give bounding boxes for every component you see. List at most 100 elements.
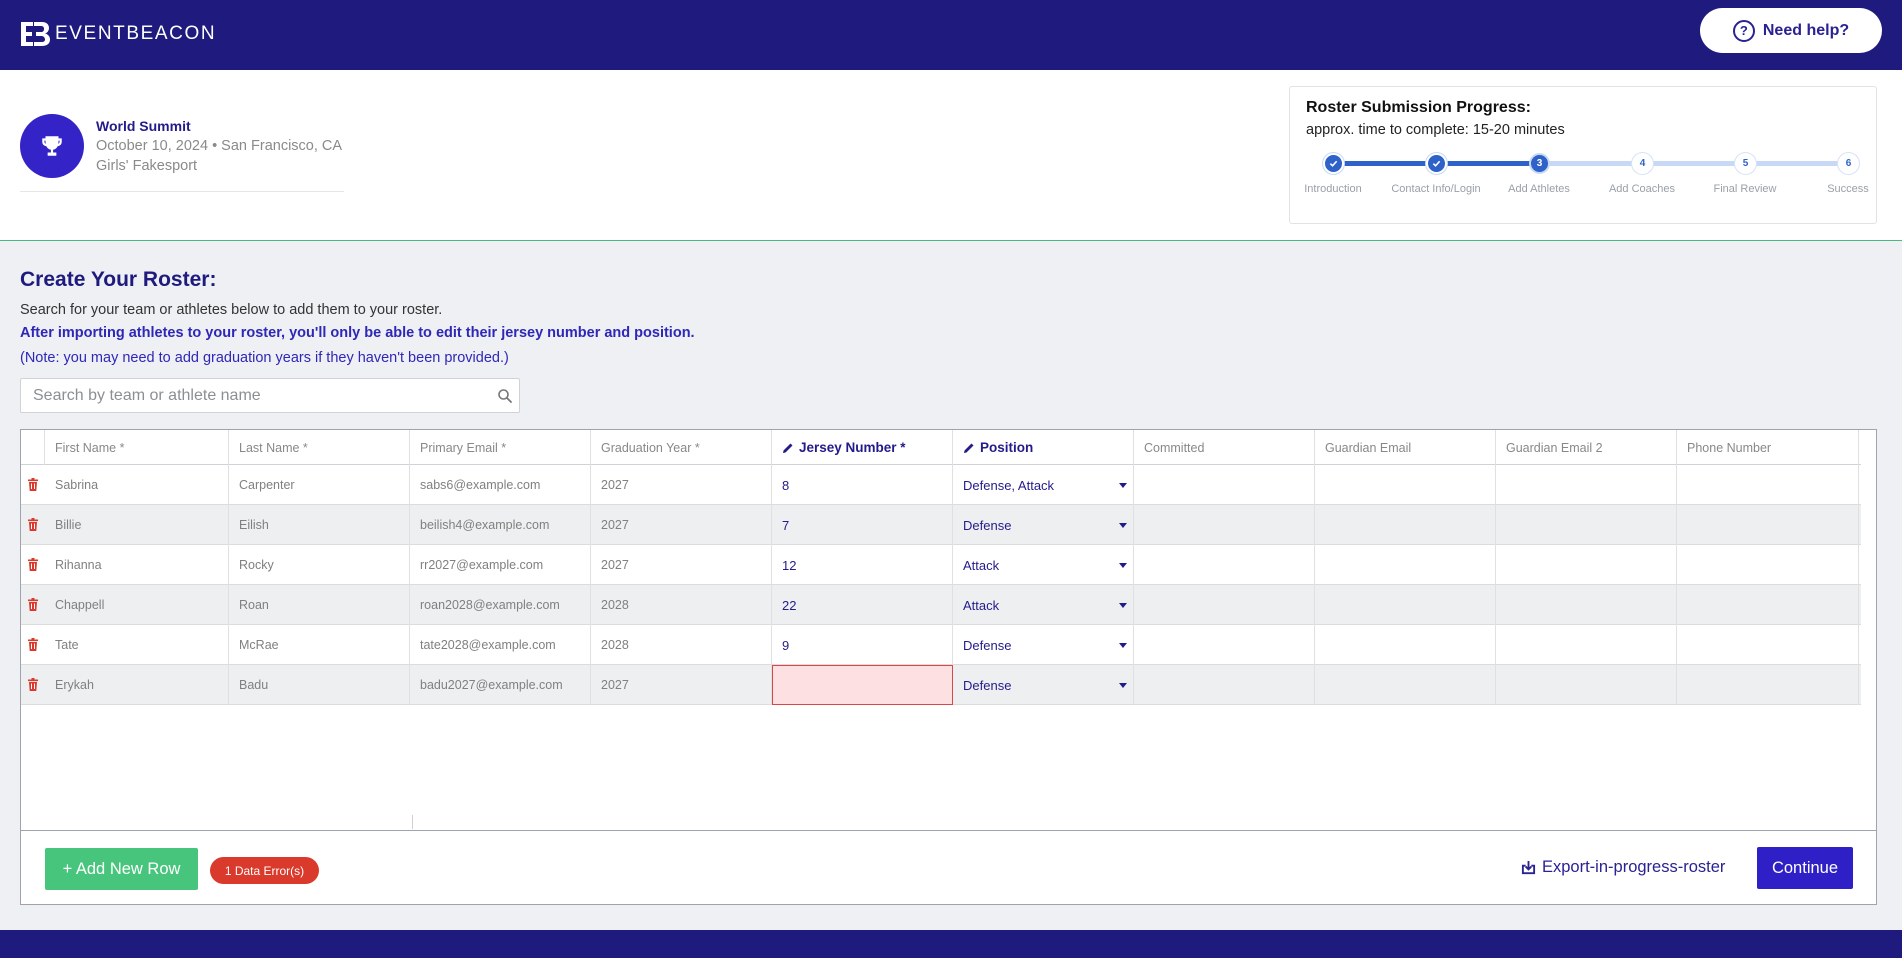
column-header-committed[interactable]: Committed	[1134, 430, 1315, 465]
cell-position[interactable]: Attack	[953, 585, 1134, 625]
cell-guardian-email-2	[1496, 465, 1677, 505]
step-number: 5	[1742, 158, 1749, 169]
column-header-graduation-year[interactable]: Graduation Year *	[591, 430, 772, 465]
need-help-label: Need help?	[1762, 21, 1850, 39]
cell-guardian-email-2	[1496, 545, 1677, 585]
trash-icon[interactable]	[28, 518, 38, 531]
trash-icon[interactable]	[28, 638, 38, 651]
column-header-guardian-email[interactable]: Guardian Email	[1315, 430, 1496, 465]
export-icon	[1521, 860, 1536, 875]
search-icon[interactable]	[497, 388, 513, 404]
chevron-down-icon[interactable]	[1119, 483, 1127, 488]
cell-guardian-email	[1315, 625, 1496, 665]
continue-button[interactable]: Continue	[1757, 847, 1853, 889]
cell-primary-email: roan2028@example.com	[410, 585, 591, 625]
top-nav-bar: EVENTBEACON ? Need help?	[0, 0, 1902, 70]
instructions-text: Search for your team or athletes below t…	[20, 302, 443, 318]
cell-last-name: Carpenter	[229, 465, 410, 505]
cell-jersey-number[interactable]: 7	[772, 505, 953, 545]
export-roster-link[interactable]: Export-in-progress-roster	[1521, 858, 1725, 877]
progress-title: Roster Submission Progress:	[1306, 99, 1531, 116]
cell-last-name: Eilish	[229, 505, 410, 545]
chevron-down-icon[interactable]	[1119, 643, 1127, 648]
cell-jersey-number[interactable]: 8	[772, 465, 953, 505]
chevron-down-icon[interactable]	[1119, 563, 1127, 568]
step-number: 3	[1536, 158, 1543, 169]
column-header-jersey-number[interactable]: Jersey Number *	[772, 430, 953, 465]
search-input[interactable]	[21, 379, 519, 412]
cell-jersey-number[interactable]: 12	[772, 545, 953, 585]
cell-primary-email: tate2028@example.com	[410, 625, 591, 665]
cell-position[interactable]: Attack	[953, 545, 1134, 585]
cell-primary-email: beilish4@example.com	[410, 505, 591, 545]
column-header-label: Guardian Email	[1325, 440, 1412, 455]
progress-step-6: 6	[1838, 153, 1859, 174]
column-header-label: Graduation Year *	[601, 440, 700, 455]
table-row: Rihanna Rocky rr2027@example.com 2027 12 Atta…	[21, 545, 1861, 585]
cell-committed	[1134, 505, 1315, 545]
progress-step-label: Final Review	[1713, 183, 1777, 195]
column-header-position[interactable]: Position	[953, 430, 1134, 465]
cell-jersey-number[interactable]: 9	[772, 625, 953, 665]
cell-first-name: Sabrina	[45, 465, 229, 505]
cell-position[interactable]: Defense	[953, 625, 1134, 665]
cell-graduation-year: 2027	[591, 465, 772, 505]
column-resize-handle[interactable]	[412, 815, 413, 829]
cell-guardian-email-2	[1496, 625, 1677, 665]
trophy-icon	[20, 114, 84, 178]
cell-primary-email: sabs6@example.com	[410, 465, 591, 505]
cell-position[interactable]: Defense	[953, 665, 1134, 705]
progress-step-1	[1323, 153, 1344, 174]
trash-icon[interactable]	[28, 678, 38, 691]
column-header-label: Jersey Number *	[799, 440, 906, 455]
column-header-phone-number[interactable]: Phone Number	[1677, 430, 1859, 465]
cell-guardian-email	[1315, 665, 1496, 705]
export-label: Export-in-progress-roster	[1542, 858, 1726, 876]
cell-position[interactable]: Defense, Attack	[953, 465, 1134, 505]
row-actions-header	[21, 430, 45, 465]
eb-logo-icon	[21, 22, 50, 46]
trash-icon[interactable]	[28, 558, 38, 571]
need-help-button[interactable]: ? Need help?	[1700, 8, 1882, 53]
cell-jersey-number[interactable]	[772, 665, 953, 705]
column-header-last-name[interactable]: Last Name *	[229, 430, 410, 465]
chevron-down-icon[interactable]	[1119, 523, 1127, 528]
grid-header-row: First Name * Last Name * Primary Email * Gr…	[21, 430, 1861, 465]
chevron-down-icon[interactable]	[1119, 603, 1127, 608]
cell-position[interactable]: Defense	[953, 505, 1134, 545]
cell-last-name: McRae	[229, 625, 410, 665]
event-title: World Summit	[96, 118, 191, 134]
progress-step-2	[1426, 153, 1447, 174]
column-header-guardian-email-2[interactable]: Guardian Email 2	[1496, 430, 1677, 465]
event-text: World Summit October 10, 2024 • San Fran…	[96, 114, 342, 178]
table-row: Sabrina Carpenter sabs6@example.com 2027 8 De…	[21, 465, 1861, 505]
column-header-first-name[interactable]: First Name *	[45, 430, 229, 465]
add-new-row-button[interactable]: + Add New Row	[45, 848, 198, 890]
roster-grid: First Name * Last Name * Primary Email * Gr…	[20, 429, 1877, 905]
column-header-label: Primary Email *	[420, 440, 507, 455]
trash-icon[interactable]	[28, 598, 38, 611]
cell-last-name: Badu	[229, 665, 410, 705]
cell-jersey-number[interactable]: 22	[772, 585, 953, 625]
cell-graduation-year: 2028	[591, 625, 772, 665]
cell-guardian-email	[1315, 505, 1496, 545]
progress-step-label: Contact Info/Login	[1391, 183, 1481, 195]
grid-divider	[21, 830, 1876, 831]
cell-guardian-email-2	[1496, 505, 1677, 545]
cell-phone-number	[1677, 465, 1859, 505]
cell-graduation-year: 2027	[591, 545, 772, 585]
step-number: 4	[1639, 158, 1646, 169]
trash-icon[interactable]	[28, 478, 38, 491]
eventbeacon-logo[interactable]: EVENTBEACON	[19, 20, 216, 48]
check-icon	[1329, 160, 1338, 167]
cell-first-name: Billie	[45, 505, 229, 545]
event-header-section: World Summit October 10, 2024 • San Fran…	[0, 70, 1902, 241]
cell-last-name: Roan	[229, 585, 410, 625]
column-header-primary-email[interactable]: Primary Email *	[410, 430, 591, 465]
data-error-badge[interactable]: 1 Data Error(s)	[210, 857, 319, 884]
chevron-down-icon[interactable]	[1119, 683, 1127, 688]
graduation-note-text: (Note: you may need to add graduation ye…	[20, 350, 509, 366]
column-header-label: Phone Number	[1687, 440, 1772, 455]
table-row: Billie Eilish beilish4@example.com 2027 7 Def…	[21, 505, 1861, 545]
progress-subtitle: approx. time to complete: 15-20 minutes	[1306, 122, 1565, 138]
